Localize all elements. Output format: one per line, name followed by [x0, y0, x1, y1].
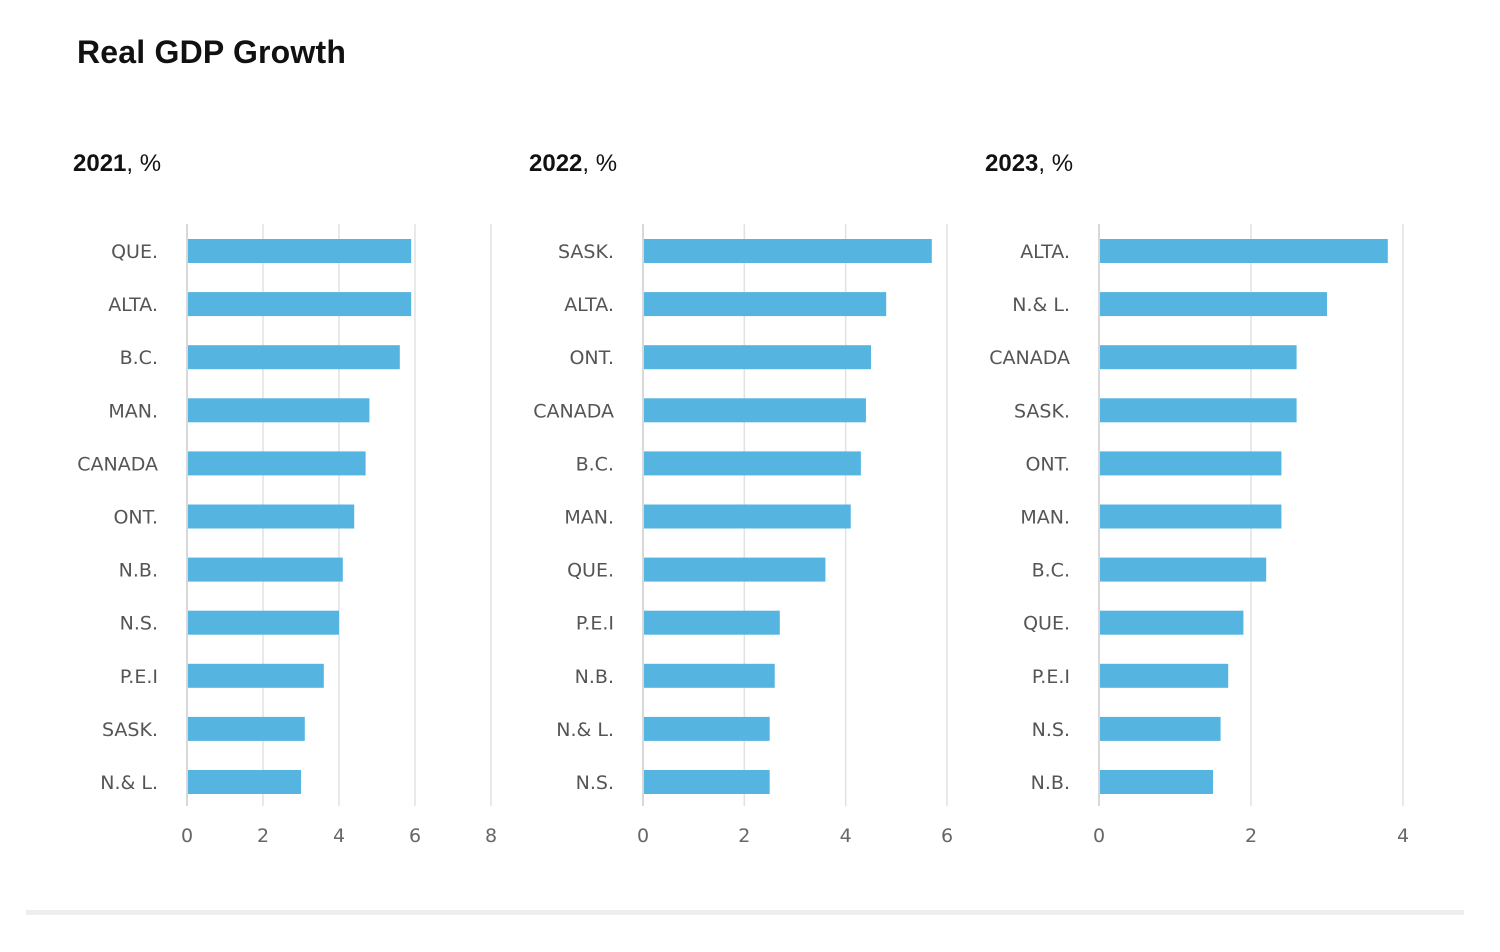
category-label: ONT.	[1025, 453, 1070, 475]
x-tick-label: 6	[409, 825, 421, 847]
panel-unit: , %	[582, 150, 618, 177]
category-label: ONT.	[113, 507, 158, 529]
bar	[1100, 716, 1221, 741]
category-label: N.S.	[120, 613, 158, 635]
panel-year: 2023	[985, 150, 1039, 177]
category-label: MAN.	[1020, 507, 1070, 529]
bar	[188, 557, 343, 582]
bar	[188, 770, 301, 794]
category-label: QUE.	[1023, 613, 1070, 635]
category-label: P.E.I	[120, 666, 158, 688]
category-label: B.C.	[576, 453, 614, 475]
panel-title-2023: 2023, %	[985, 150, 1073, 178]
panel-title-2021: 2021, %	[73, 150, 161, 178]
category-label: ONT.	[569, 347, 614, 369]
panel-year: 2022	[529, 150, 583, 177]
bar	[188, 292, 412, 317]
category-label: MAN.	[564, 507, 614, 529]
category-label: N.& L.	[556, 719, 614, 741]
category-label: B.C.	[120, 347, 158, 369]
x-tick-label: 2	[738, 825, 750, 847]
x-tick-label: 0	[181, 825, 193, 847]
category-label: SASK.	[1014, 400, 1070, 422]
category-label: CANADA	[533, 400, 614, 422]
category-label: P.E.I	[576, 613, 614, 635]
x-tick-label: 0	[1093, 825, 1105, 847]
x-tick-label: 2	[1245, 825, 1257, 847]
category-label: N.B.	[119, 560, 158, 582]
bar	[1100, 557, 1267, 582]
category-label: N.B.	[1031, 772, 1070, 794]
bar	[1100, 663, 1229, 688]
category-label: N.S.	[576, 772, 614, 794]
bar	[644, 398, 866, 423]
bar	[644, 345, 871, 370]
x-tick-label: 4	[333, 825, 345, 847]
category-label: QUE.	[111, 241, 158, 263]
category-label: CANADA	[989, 347, 1070, 369]
category-label: CANADA	[77, 453, 158, 475]
category-label: ALTA.	[108, 294, 158, 316]
category-label: N.B.	[575, 666, 614, 688]
bar	[1100, 504, 1282, 529]
category-label: ALTA.	[1020, 241, 1070, 263]
bar	[188, 610, 339, 635]
bar	[1100, 770, 1213, 794]
bar	[188, 663, 324, 688]
bar	[644, 663, 775, 688]
x-tick-label: 0	[637, 825, 649, 847]
x-tick-label: 4	[1397, 825, 1409, 847]
category-label: SASK.	[558, 241, 614, 263]
category-label: P.E.I	[1032, 666, 1070, 688]
bar	[188, 504, 355, 529]
x-tick-label: 8	[485, 825, 497, 847]
bar	[188, 716, 305, 741]
x-tick-label: 4	[840, 825, 852, 847]
bar	[188, 398, 370, 423]
panel-unit: , %	[1038, 150, 1074, 177]
bar	[1100, 610, 1244, 635]
bar	[1100, 239, 1388, 263]
panel-title-2022: 2022, %	[529, 150, 617, 178]
bottom-divider	[26, 910, 1464, 915]
bar	[644, 610, 780, 635]
category-label: N.& L.	[100, 772, 158, 794]
bar	[644, 504, 851, 529]
bar	[644, 770, 770, 794]
x-tick-label: 6	[941, 825, 953, 847]
bar	[1100, 451, 1282, 476]
bar	[644, 557, 826, 582]
category-label: B.C.	[1032, 560, 1070, 582]
category-label: ALTA.	[564, 294, 614, 316]
panel-unit: , %	[126, 150, 162, 177]
bar	[188, 451, 366, 476]
page-title: Real GDP Growth	[77, 34, 347, 70]
bar	[644, 239, 932, 263]
bar	[1100, 398, 1297, 423]
bar	[1100, 345, 1297, 370]
x-tick-label: 2	[257, 825, 269, 847]
category-label: SASK.	[102, 719, 158, 741]
bar	[188, 345, 400, 370]
bar	[1100, 292, 1327, 317]
bar	[644, 451, 861, 476]
bar	[188, 239, 412, 263]
bar	[644, 716, 770, 741]
category-label: N.& L.	[1012, 294, 1070, 316]
category-label: N.S.	[1032, 719, 1070, 741]
panel-year: 2021	[73, 150, 127, 177]
bar	[644, 292, 887, 317]
category-label: MAN.	[108, 400, 158, 422]
category-label: QUE.	[567, 560, 614, 582]
